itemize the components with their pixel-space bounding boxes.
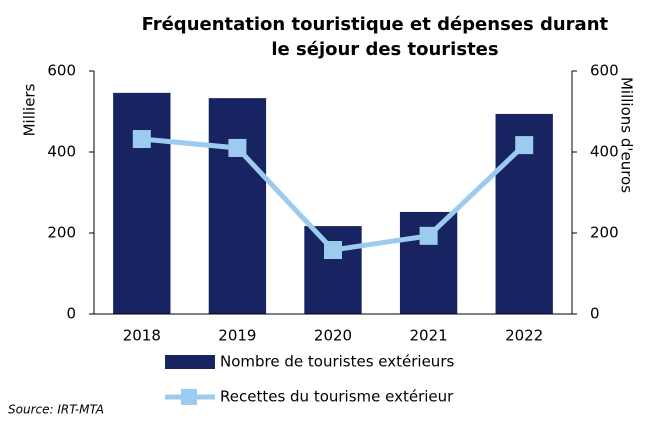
- y-tick-label: 0: [66, 305, 76, 323]
- marker: [515, 136, 534, 155]
- bar: [113, 92, 171, 315]
- y2-axis-label: Millions d'euros: [618, 77, 636, 193]
- title-line: Fréquentation touristique et dépenses du…: [142, 14, 609, 35]
- legend-swatch: [165, 355, 215, 369]
- y-tick-label: 200: [47, 224, 76, 242]
- x-tick-label: 2021: [410, 327, 448, 345]
- bar: [304, 226, 362, 314]
- legend-label: Recettes du tourisme extérieur: [220, 388, 454, 406]
- y-axis-label: Milliers: [21, 83, 39, 136]
- marker: [228, 138, 247, 157]
- legend-label: Nombre de touristes extérieurs: [220, 353, 454, 371]
- legend-swatch: [181, 389, 197, 405]
- chart-title: Fréquentation touristique et dépenses du…: [142, 14, 615, 60]
- title-line: le séjour des touristes: [271, 39, 498, 60]
- marker: [132, 130, 151, 149]
- bar: [208, 98, 267, 314]
- y2-tick-label: 600: [590, 62, 619, 80]
- x-tick-label: 2022: [505, 327, 543, 345]
- y2-tick-label: 400: [590, 143, 619, 161]
- x-tick-label: 2019: [218, 327, 256, 345]
- y2-tick-label: 200: [590, 224, 619, 242]
- x-tick-label: 2018: [123, 327, 161, 345]
- y2-tick-label: 0: [590, 305, 600, 323]
- marker: [419, 226, 438, 245]
- marker: [324, 241, 342, 260]
- y-tick-label: 600: [47, 62, 76, 80]
- source: Source: IRT-MTA: [8, 403, 104, 417]
- x-tick-label: 2020: [314, 327, 352, 345]
- y-tick-label: 400: [47, 143, 76, 161]
